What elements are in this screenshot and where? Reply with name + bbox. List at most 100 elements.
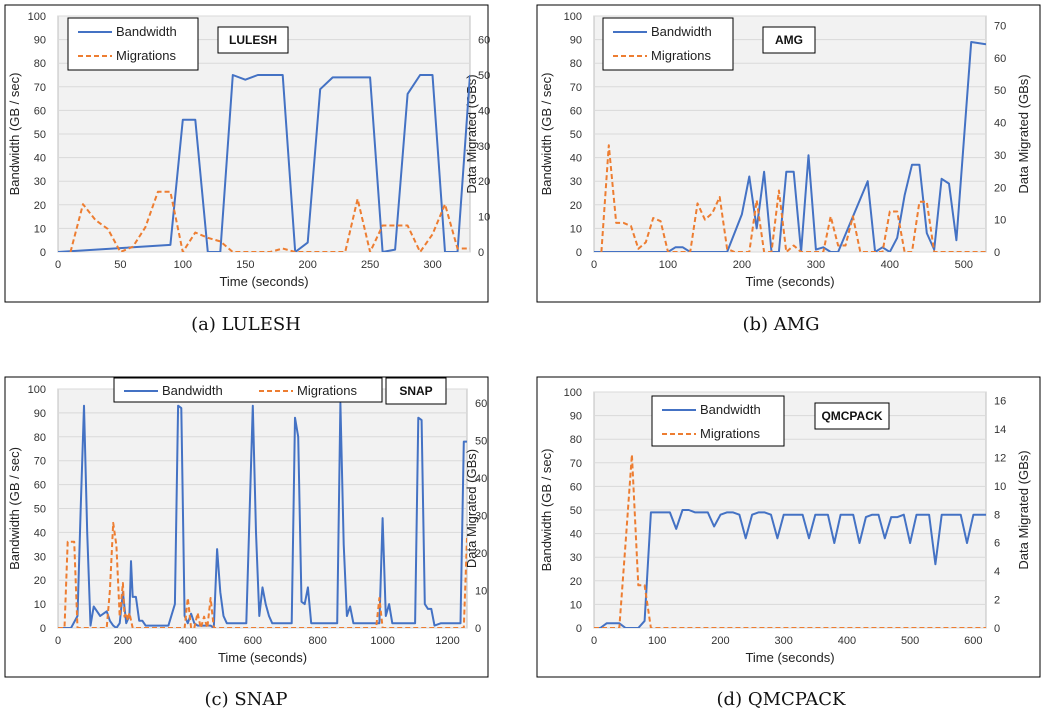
y-tick-label: 100: [564, 387, 582, 399]
x-tick-label: 300: [774, 635, 792, 647]
x-tick-label: 300: [423, 259, 441, 271]
y-tick-label: 70: [570, 458, 582, 470]
y-tick-label: 30: [570, 552, 582, 564]
y2-tick-label: 0: [994, 623, 1000, 635]
chart-title: QMCPACK: [821, 409, 882, 423]
y2-tick-label: 50: [994, 85, 1006, 97]
x-tick-label: 1200: [435, 635, 459, 647]
y-tick-label: 100: [28, 11, 46, 23]
legend-box: [602, 17, 734, 71]
y-tick-label: 80: [34, 58, 46, 70]
x-tick-label: 200: [114, 635, 132, 647]
legend-label-migrations: Migrations: [700, 426, 760, 441]
y2-tick-label: 20: [475, 548, 487, 560]
y-tick-label: 80: [570, 58, 582, 70]
y2-tick-label: 40: [994, 118, 1006, 130]
x-tick-label: 0: [591, 635, 597, 647]
y2-tick-label: 30: [478, 141, 490, 153]
y2-tick-label: 60: [478, 35, 490, 47]
y-axis-label: Bandwidth (GB / sec): [7, 447, 22, 570]
series-line-bandwidth: [594, 509, 986, 628]
y2-tick-label: 14: [994, 424, 1006, 436]
y-tick-label: 60: [570, 481, 582, 493]
y-tick-label: 0: [576, 247, 582, 259]
figure-caption: (b) AMG: [742, 314, 819, 335]
x-axis-label: Time (seconds): [745, 650, 834, 665]
x-tick-label: 600: [964, 635, 982, 647]
x-tick-label: 0: [55, 635, 61, 647]
y-tick-label: 20: [570, 576, 582, 588]
chart-title: LULESH: [229, 33, 277, 47]
y-tick-label: 70: [34, 456, 46, 468]
x-tick-label: 1000: [370, 635, 394, 647]
legend-label-migrations: Migrations: [297, 383, 357, 398]
y2-tick-label: 10: [994, 215, 1006, 227]
legend-label-bandwidth: Bandwidth: [116, 24, 177, 39]
y2-axis-label: Data Migrated (GBs): [1016, 450, 1031, 569]
x-tick-label: 150: [236, 259, 254, 271]
y-tick-label: 0: [40, 623, 46, 635]
x-tick-label: 600: [244, 635, 262, 647]
x-tick-label: 300: [807, 259, 825, 271]
y-tick-label: 100: [28, 384, 46, 396]
series-line-bandwidth: [58, 74, 470, 252]
x-tick-label: 100: [659, 259, 677, 271]
y-tick-label: 50: [570, 505, 582, 517]
y2-tick-label: 40: [475, 473, 487, 485]
x-tick-label: 400: [179, 635, 197, 647]
y2-tick-label: 70: [994, 20, 1006, 32]
y2-tick-label: 50: [478, 70, 490, 82]
y2-tick-label: 60: [994, 53, 1006, 65]
x-tick-label: 800: [309, 635, 327, 647]
series-line-migrations: [594, 453, 986, 628]
x-tick-label: 100: [648, 635, 666, 647]
y2-tick-label: 0: [994, 247, 1000, 259]
x-tick-label: 200: [733, 259, 751, 271]
y-tick-label: 30: [34, 176, 46, 188]
x-axis-label: Time (seconds): [218, 650, 307, 665]
y-tick-label: 10: [34, 599, 46, 611]
y-tick-label: 10: [34, 223, 46, 235]
chart-title: AMG: [775, 33, 803, 47]
legend-box: [651, 395, 785, 447]
y-tick-label: 90: [570, 35, 582, 47]
y2-tick-label: 16: [994, 396, 1006, 408]
y2-tick-label: 6: [994, 538, 1000, 550]
x-tick-label: 500: [955, 259, 973, 271]
y-tick-label: 90: [34, 408, 46, 420]
y2-tick-label: 4: [994, 566, 1000, 578]
y2-tick-label: 2: [994, 595, 1000, 607]
chart-title-box: [385, 377, 447, 405]
y-tick-label: 80: [34, 432, 46, 444]
y-axis-label: Bandwidth (GB / sec): [539, 73, 554, 196]
y2-tick-label: 30: [475, 510, 487, 522]
legend-label-migrations: Migrations: [651, 48, 711, 63]
x-tick-label: 0: [591, 259, 597, 271]
legend-label-bandwidth: Bandwidth: [162, 383, 223, 398]
y-tick-label: 60: [34, 105, 46, 117]
y-tick-label: 10: [570, 599, 582, 611]
y-axis-label: Bandwidth (GB / sec): [7, 73, 22, 196]
x-tick-label: 400: [838, 635, 856, 647]
series-line-migrations: [600, 144, 986, 252]
y-tick-label: 20: [570, 200, 582, 212]
y2-tick-label: 10: [994, 481, 1006, 493]
y-tick-label: 40: [570, 153, 582, 165]
chart-title-box: [217, 26, 289, 54]
y-tick-label: 40: [34, 527, 46, 539]
y2-tick-label: 40: [478, 105, 490, 117]
x-axis-label: Time (seconds): [745, 274, 834, 289]
y-tick-label: 0: [40, 247, 46, 259]
y-tick-label: 100: [564, 11, 582, 23]
chart-panel-lulesh: 0 10 20 30 40 50 60 70 80 90 100 0 10 20 30 40 50 60 0 50 10…: [4, 4, 490, 335]
chart-panel-amg: 0 10 20 30 40 50 60 70 80 90 100 0 10 20 30 40 50 60 70 0 10…: [536, 4, 1041, 335]
legend-label-migrations: Migrations: [116, 48, 176, 63]
x-tick-label: 200: [711, 635, 729, 647]
y-tick-label: 90: [570, 411, 582, 423]
x-tick-label: 200: [299, 259, 317, 271]
y2-tick-label: 0: [475, 623, 481, 635]
y-tick-label: 30: [34, 551, 46, 563]
y-tick-label: 50: [570, 129, 582, 141]
